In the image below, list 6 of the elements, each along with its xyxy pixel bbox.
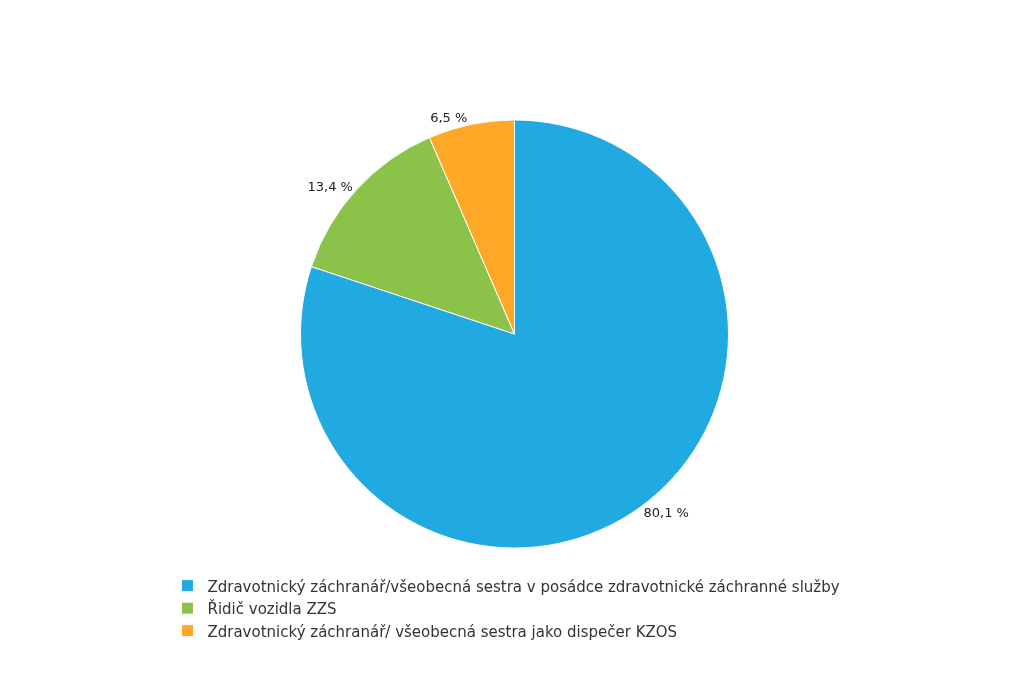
data-label: 6,5 %: [430, 109, 468, 125]
legend-label: Zdravotnický záchranář/ všeobecná sestra jako dispečer KZOS: [207, 622, 678, 641]
data-label: 80,1 %: [643, 504, 689, 520]
legend-label: Zdravotnický záchranář/všeobecná sestra v posádce zdravotnické záchranné služby: [207, 577, 840, 596]
data-label: 13,4 %: [307, 178, 353, 194]
legend-label: Řidič vozidla ZZS: [207, 599, 337, 618]
